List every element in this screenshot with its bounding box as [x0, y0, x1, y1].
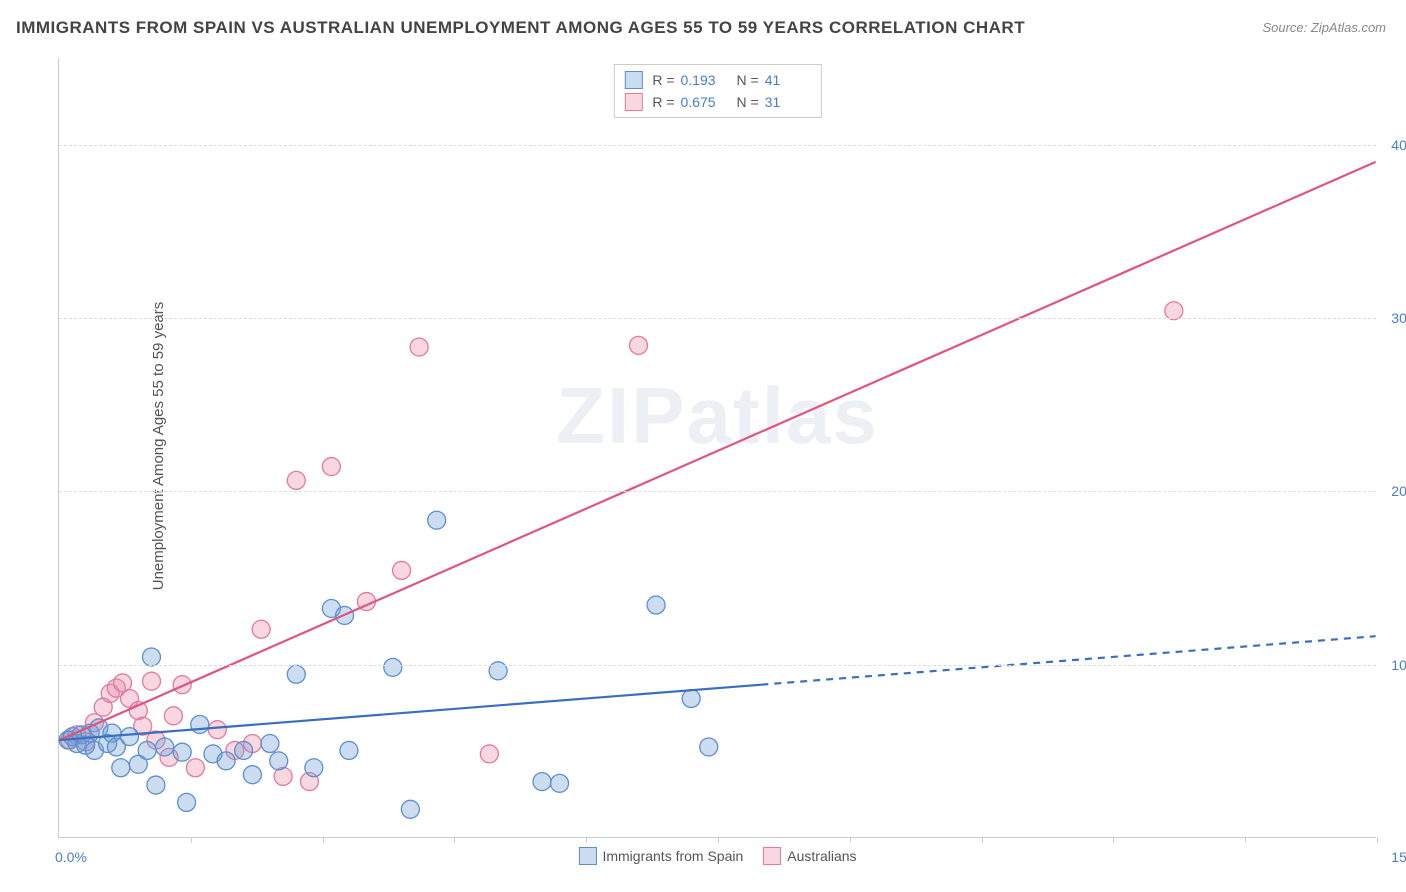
data-point: [142, 648, 160, 666]
data-point: [252, 620, 270, 638]
x-tick-mark: [850, 837, 851, 843]
gridline: [59, 665, 1376, 666]
legend-swatch-blue: [578, 847, 596, 865]
data-point: [340, 741, 358, 759]
chart-plot-area: ZIPatlas R = 0.193 N = 41 R = 0.675 N = …: [58, 58, 1376, 838]
source-attribution: Source: ZipAtlas.com: [1262, 20, 1386, 35]
data-point: [533, 773, 551, 791]
legend-item-blue: Immigrants from Spain: [578, 847, 743, 865]
x-tick-mark: [454, 837, 455, 843]
legend-label: Immigrants from Spain: [602, 848, 743, 864]
x-tick-mark: [323, 837, 324, 843]
data-point: [164, 707, 182, 725]
data-point: [480, 745, 498, 763]
trend-line: [59, 162, 1375, 740]
data-point: [428, 511, 446, 529]
y-tick-label: 30.0%: [1391, 310, 1406, 326]
data-point: [630, 336, 648, 354]
trend-line: [761, 636, 1375, 684]
gridline: [59, 491, 1376, 492]
data-point: [186, 759, 204, 777]
data-point: [121, 728, 139, 746]
x-tick-mark: [1377, 837, 1378, 843]
data-point: [551, 774, 569, 792]
y-tick-label: 10.0%: [1391, 657, 1406, 673]
legend-label: Australians: [787, 848, 856, 864]
data-point: [217, 752, 235, 770]
data-point: [322, 458, 340, 476]
data-point: [208, 721, 226, 739]
data-point: [647, 596, 665, 614]
data-point: [191, 715, 209, 733]
x-tick-mark: [191, 837, 192, 843]
data-point: [401, 800, 419, 818]
y-tick-label: 40.0%: [1391, 137, 1406, 153]
data-point: [112, 759, 130, 777]
x-tick-mark: [1113, 837, 1114, 843]
gridline: [59, 145, 1376, 146]
data-point: [270, 752, 288, 770]
x-axis-max-label: 15.0%: [1391, 849, 1406, 865]
legend-series: Immigrants from Spain Australians: [578, 847, 856, 865]
x-axis-min-label: 0.0%: [55, 849, 87, 865]
gridline: [59, 318, 1376, 319]
x-tick-mark: [586, 837, 587, 843]
data-point: [682, 690, 700, 708]
data-point: [156, 738, 174, 756]
data-point: [173, 676, 191, 694]
x-tick-mark: [1245, 837, 1246, 843]
x-tick-mark: [982, 837, 983, 843]
chart-title: IMMIGRANTS FROM SPAIN VS AUSTRALIAN UNEM…: [16, 18, 1025, 38]
data-point: [243, 766, 261, 784]
y-tick-label: 20.0%: [1391, 483, 1406, 499]
data-point: [393, 561, 411, 579]
data-point: [305, 759, 323, 777]
scatter-svg: [59, 58, 1376, 837]
data-point: [235, 741, 253, 759]
data-point: [173, 743, 191, 761]
data-point: [700, 738, 718, 756]
data-point: [138, 741, 156, 759]
data-point: [178, 793, 196, 811]
x-tick-mark: [718, 837, 719, 843]
legend-swatch-pink: [763, 847, 781, 865]
data-point: [261, 735, 279, 753]
data-point: [287, 665, 305, 683]
data-point: [147, 776, 165, 794]
legend-item-pink: Australians: [763, 847, 856, 865]
data-point: [287, 471, 305, 489]
data-point: [384, 658, 402, 676]
data-point: [142, 672, 160, 690]
data-point: [410, 338, 428, 356]
